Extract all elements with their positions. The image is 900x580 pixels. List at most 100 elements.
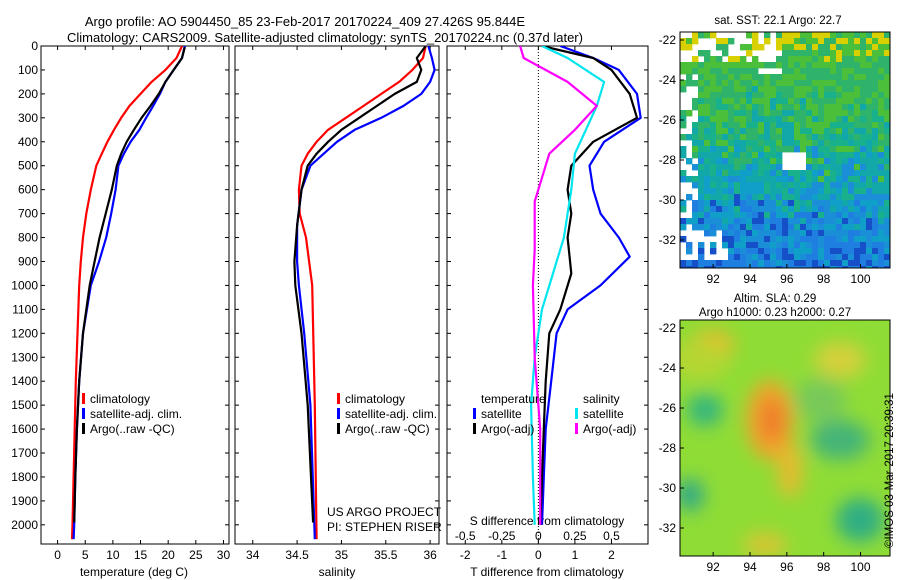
sst-cell [740,260,747,267]
sst-cell [782,188,789,195]
sst-cell [884,122,890,129]
sst-cell [794,116,801,123]
sst-cell [788,116,795,123]
sst-cell [782,98,789,105]
sst-cell [872,170,879,177]
salinity-panel-frame [234,45,440,545]
sst-cell [728,116,735,123]
sst-cell [758,62,765,69]
map-y-tick-label: -22 [659,321,677,335]
sst-cell [686,218,693,225]
sst-cell [824,104,831,111]
sst-cell [680,122,687,129]
sst-cell [866,224,873,231]
sst-cell [824,170,831,177]
sst-cell [824,146,831,153]
sst-cell [692,56,699,63]
sst-cell [746,122,753,129]
sst-cell [758,266,765,268]
sst-cell [830,236,837,243]
sst-cell [722,176,729,183]
sst-cell [884,224,890,231]
sst-map-title: sat. SST: 22.1 Argo: 22.7 [714,15,841,27]
sst-cell [836,170,843,177]
sst-cell [716,218,723,225]
sst-cell [722,44,729,51]
sst-cell [734,254,741,261]
sst-cell [770,176,777,183]
sst-cell [740,116,747,123]
sst-cell [812,242,819,249]
sst-cell [836,62,843,69]
sst-cell [842,38,849,45]
sst-cell [788,206,795,213]
sst-cell [860,158,867,165]
sst-cell [746,152,753,159]
sst-cell [746,110,753,117]
sst-cell [716,80,723,87]
sst-cell [710,206,717,213]
sst-cell [770,140,777,147]
sst-cell [800,50,807,57]
sst-cell [740,230,747,237]
legend-climatology-swatch [82,393,85,404]
sst-cell [878,128,885,135]
sla-blob [680,340,730,380]
sst-cell [764,248,771,255]
sst-cell [818,38,825,45]
sst-cell [782,50,789,57]
sst-cell [680,86,687,93]
sst-cell [788,212,795,219]
sst-cell [692,212,699,219]
sst-cell [800,86,807,93]
sst-cell [854,260,861,267]
sst-cell [842,158,849,165]
sst-cell [764,92,771,99]
sst-cell [740,140,747,147]
sst-cell [872,50,879,57]
sst-cell [782,116,789,123]
sst-cell [710,182,717,189]
map-x-tick-label: 100 [851,560,871,574]
sst-cell [746,176,753,183]
sst-map-axes: 92 94 96 98 100 -22 -24 -26 -28 -30 -32 [659,33,871,286]
sst-cell [812,146,819,153]
x-tick-label: 20 [161,548,175,562]
sst-cell [872,128,879,135]
sst-cell [734,134,741,141]
sst-cell [878,206,885,213]
legend-climatology-label: climatology [90,392,150,406]
sst-cell [764,266,771,268]
sst-cell [776,110,783,117]
sst-cell [836,152,843,159]
sst-cell [752,104,759,111]
project-name: US ARGO PROJECT [327,505,442,519]
sst-cell [722,92,729,99]
sst-cell [692,98,699,105]
map-y-tick-label: -28 [659,153,677,167]
sla-map-title-line1: Altim. SLA: 0.29 [734,293,816,305]
sst-cell [818,212,825,219]
sst-cell [872,260,879,267]
x-tick-label: 0 [535,548,542,562]
sst-cell [836,206,843,213]
sst-cell [878,104,885,111]
sst-cell [746,224,753,231]
sst-cell [746,182,753,189]
sst-cell [848,254,855,261]
sst-cell [884,86,890,93]
sst-cell [812,122,819,129]
sst-cell [824,152,831,159]
sst-cell [728,122,735,129]
sla-blob [743,533,787,556]
sst-cell [788,242,795,249]
sst-cell [782,236,789,243]
sst-cell [866,260,873,267]
sst-cell [728,140,735,147]
sst-cell [848,140,855,147]
sst-cell [866,242,873,249]
sst-cell [788,104,795,111]
sst-cell [812,248,819,255]
sst-cell [842,260,849,267]
sst-cell [842,212,849,219]
